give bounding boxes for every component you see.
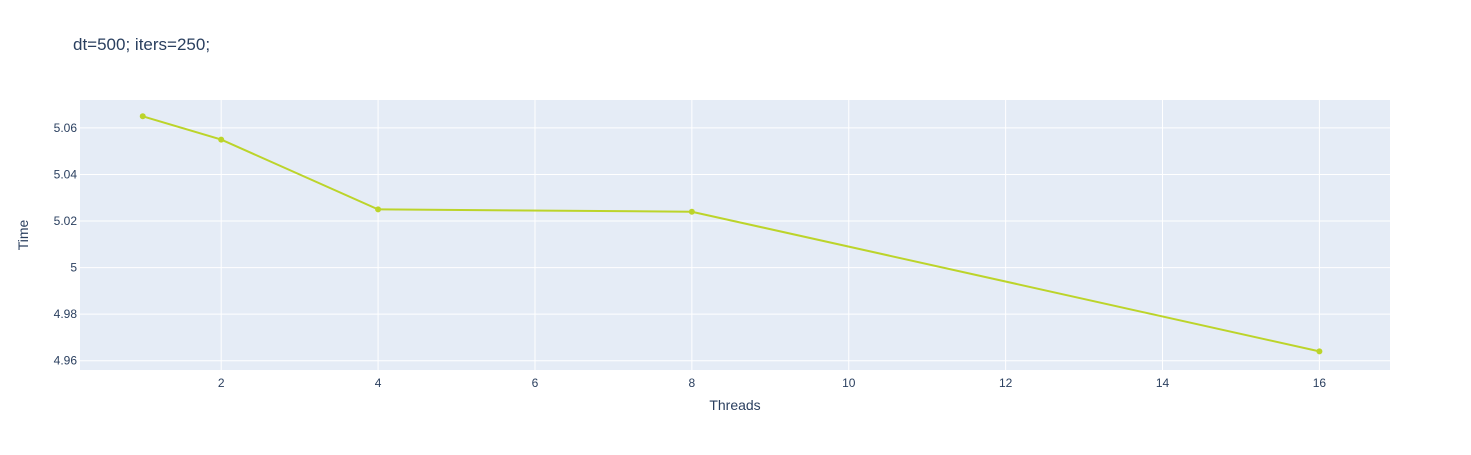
x-tick-label: 6 <box>532 376 539 390</box>
y-tick-label: 4.98 <box>54 307 78 321</box>
y-gridlines <box>80 127 1390 362</box>
x-tick-label: 10 <box>842 376 856 390</box>
data-point <box>1316 348 1323 355</box>
y-tick-label: 5 <box>70 261 77 275</box>
x-tick-label: 14 <box>1156 376 1170 390</box>
chart-title: dt=500; iters=250; <box>73 35 210 54</box>
plot-area <box>80 100 1390 370</box>
x-tick-label: 16 <box>1313 376 1327 390</box>
x-tick-labels: 2 4 6 8 10 12 14 16 <box>218 376 1327 390</box>
data-point <box>218 136 225 143</box>
y-tick-label: 5.02 <box>54 214 78 228</box>
y-axis-title: Time <box>15 219 31 250</box>
x-tick-label: 2 <box>218 376 225 390</box>
x-axis-title: Threads <box>709 397 760 413</box>
data-point <box>688 208 695 215</box>
x-tick-label: 8 <box>689 376 696 390</box>
y-tick-label: 5.04 <box>54 167 78 181</box>
y-tick-label: 4.96 <box>54 354 78 368</box>
x-tick-label: 12 <box>999 376 1013 390</box>
data-point <box>139 113 146 120</box>
data-point <box>375 206 382 213</box>
y-tick-label: 5.06 <box>54 121 78 135</box>
series-layer <box>139 113 1323 355</box>
y-tick-labels: 4.96 4.98 5 5.02 5.04 5.06 <box>54 121 78 368</box>
x-gridlines <box>220 100 1320 370</box>
x-tick-label: 4 <box>375 376 382 390</box>
